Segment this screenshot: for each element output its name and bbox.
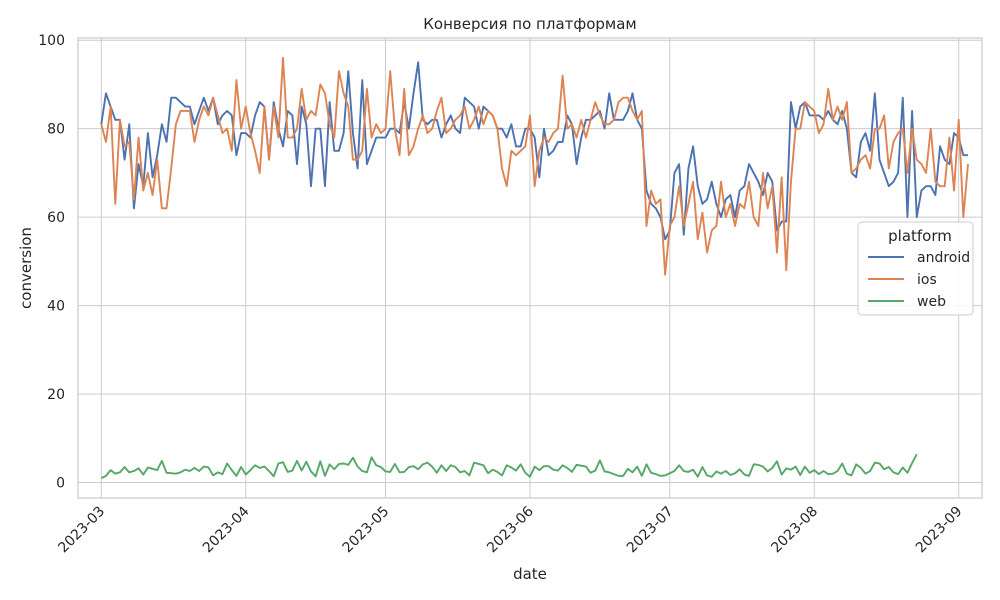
- legend-label-ios: ios: [917, 272, 937, 288]
- series-line-ios: [100, 56, 969, 276]
- y-tick-label: 80: [47, 122, 65, 138]
- legend-entries: android ios web: [868, 250, 970, 310]
- legend-label-android: android: [917, 250, 970, 266]
- legend: platform android ios web: [857, 221, 974, 316]
- series-line-web: [100, 453, 918, 479]
- y-tick-label: 60: [47, 210, 65, 226]
- legend-title: platform: [888, 227, 952, 245]
- legend-box: [857, 221, 974, 316]
- y-tick-label: 40: [47, 299, 65, 315]
- series-lines: [100, 56, 969, 479]
- y-tick-label: 20: [47, 387, 65, 403]
- y-tick-label: 100: [38, 33, 65, 49]
- plot-area-frame: [77, 37, 983, 499]
- y-tick-label: 0: [56, 476, 65, 492]
- y-axis-label: conversion: [17, 227, 35, 309]
- y-tick-labels: 0 20 40 60 80 100: [38, 33, 65, 491]
- x-axis-label: date: [513, 565, 547, 583]
- chart-title: Конверсия по платформам: [423, 15, 636, 33]
- legend-label-web: web: [917, 294, 946, 310]
